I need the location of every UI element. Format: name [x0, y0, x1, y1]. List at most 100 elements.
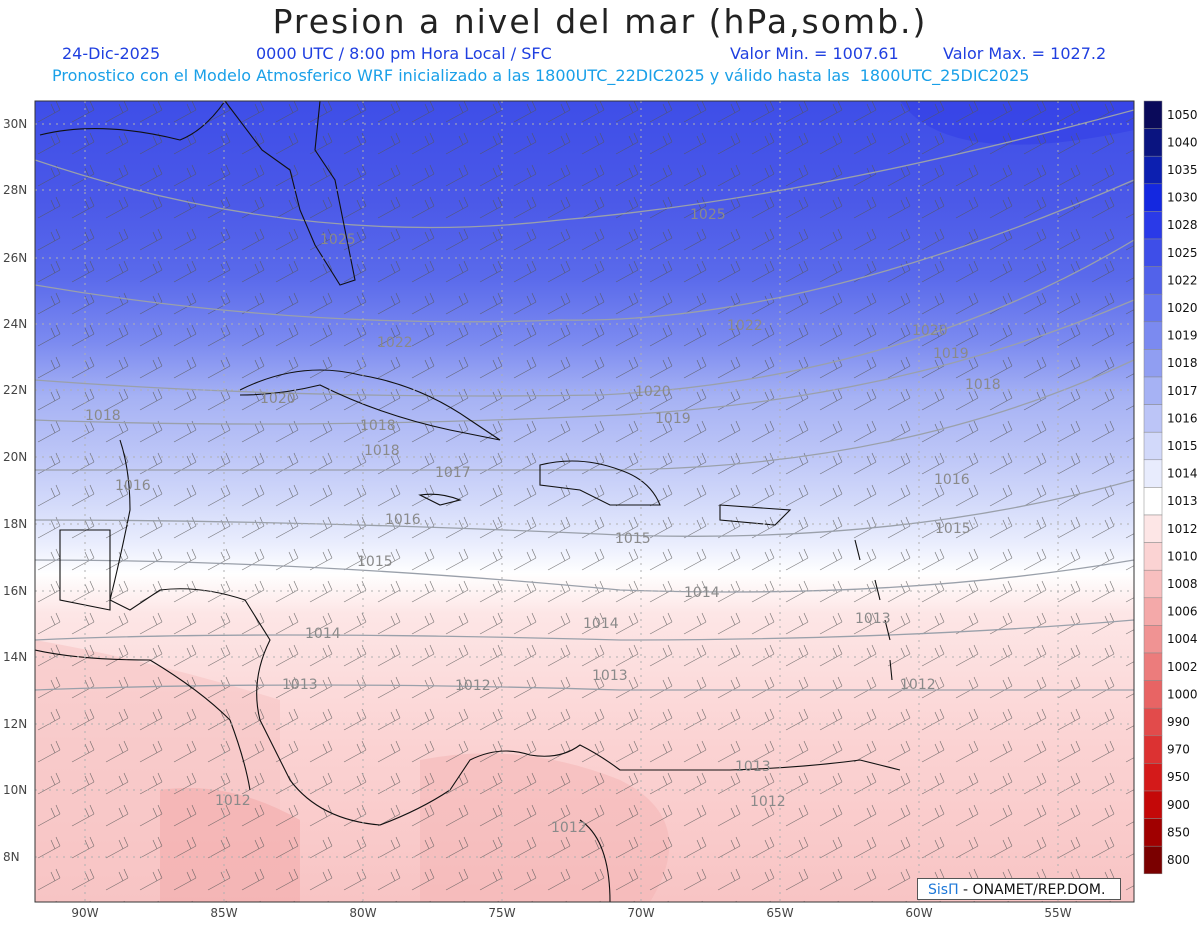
lon-tick-label: 55W	[1044, 906, 1071, 920]
isobar-label: 1018	[360, 418, 396, 434]
isobar-label: 1016	[385, 512, 421, 528]
lon-tick-label: 70W	[627, 906, 654, 920]
colorbar-label: 1020	[1167, 301, 1198, 315]
isobar-label: 1012	[551, 820, 587, 836]
isobar-label: 1013	[735, 759, 771, 775]
credit-text: - ONAMET/REP.DOM.	[958, 882, 1106, 898]
isobar-label: 1014	[305, 626, 341, 642]
colorbar-label: 1000	[1167, 687, 1198, 701]
lat-tick-label: 20N	[3, 450, 27, 464]
colorbar-label: 800	[1167, 853, 1190, 867]
lon-tick-label: 65W	[766, 906, 793, 920]
colorbar-swatch	[1143, 514, 1163, 543]
lon-tick-label: 85W	[210, 906, 237, 920]
isobar-label: 1018	[85, 408, 121, 424]
min-value: Valor Min. = 1007.61	[730, 44, 899, 63]
colorbar-swatch	[1143, 293, 1163, 323]
colorbar-swatch	[1143, 431, 1163, 461]
lat-tick-label: 10N	[3, 783, 27, 797]
colorbar-label: 950	[1167, 770, 1190, 784]
colorbar-swatch	[1143, 487, 1163, 516]
pressure-map: 1025 1025 1022 1022 1020 1020 1020 1019 1019 1018…	[3, 100, 1198, 920]
lat-tick-label: 18N	[3, 517, 27, 531]
max-value: Valor Max. = 1027.2	[943, 44, 1107, 63]
colorbar-label: 1018	[1167, 356, 1198, 370]
colorbar-label: 1016	[1167, 411, 1198, 425]
lat-tick-label: 22N	[3, 383, 27, 397]
grid-lines	[35, 101, 1134, 902]
isobar-label: 1025	[320, 232, 356, 248]
colorbar-swatch	[1143, 349, 1163, 378]
colorbar-swatch	[1143, 376, 1163, 405]
contour-labels: 1025 1025 1022 1022 1020 1020 1020 1019 1019 1018…	[85, 207, 1001, 836]
isobar-label: 1018	[965, 377, 1001, 393]
isobar-label: 1022	[727, 318, 763, 334]
colorbar-swatch	[1143, 680, 1163, 709]
colorbar-swatch	[1143, 211, 1163, 240]
lon-tick-label: 60W	[905, 906, 932, 920]
lat-tick-label: 16N	[3, 584, 27, 598]
colorbar-label: 1050	[1167, 108, 1198, 122]
isobars	[35, 109, 1134, 691]
coastlines	[35, 101, 901, 902]
isobar-label: 1013	[855, 611, 891, 627]
colorbar-label: 1006	[1167, 605, 1198, 619]
isobar-label: 1012	[900, 677, 936, 693]
colorbar-swatch	[1143, 707, 1163, 737]
colorbar-label: 1030	[1167, 191, 1198, 205]
latitude-axis: 30N 28N 26N 24N 22N 20N 18N 16N 14N 12N 10N 8N	[3, 117, 27, 864]
lat-tick-label: 30N	[3, 117, 27, 131]
lat-tick-label: 14N	[3, 650, 27, 664]
colorbar-swatch	[1143, 459, 1163, 488]
colorbar-swatch	[1143, 404, 1163, 433]
isobar-label: 1017	[435, 465, 471, 481]
isobar-label: 1012	[455, 678, 491, 694]
colorbar-label: 1013	[1167, 494, 1198, 508]
lat-tick-label: 12N	[3, 717, 27, 731]
colorbar-swatch	[1143, 845, 1163, 875]
colorbar-swatch	[1143, 763, 1163, 792]
colorbar-label: 1025	[1167, 246, 1198, 260]
colorbar-label: 850	[1167, 825, 1190, 839]
isobar-label: 1020	[635, 384, 671, 400]
colorbar-label: 990	[1167, 715, 1190, 729]
colorbar-swatch	[1143, 597, 1163, 626]
isobar-label: 1012	[750, 794, 786, 810]
isobar-label: 1014	[684, 585, 720, 601]
colorbar-swatch	[1143, 542, 1163, 571]
isobar-label: 1025	[690, 207, 726, 223]
isobar-label: 1014	[583, 616, 619, 632]
isobar-label: 1019	[655, 411, 691, 427]
colorbar-label: 900	[1167, 798, 1190, 812]
wind-barbs	[35, 101, 1134, 902]
forecast-subtitle: Pronostico con el Modelo Atmosferico WRF…	[52, 66, 1030, 85]
colorbar-label: 1012	[1167, 522, 1198, 536]
colorbar-swatch	[1143, 321, 1163, 350]
colorbar-swatch	[1143, 652, 1163, 681]
colorbar-label: 1028	[1167, 218, 1198, 232]
map-title: Presion a nivel del mar (hPa,somb.)	[272, 2, 928, 41]
isobar-label: 1016	[934, 472, 970, 488]
colorbar-label: 1015	[1167, 439, 1198, 453]
colorbar-swatch	[1143, 735, 1163, 764]
lat-tick-label: 26N	[3, 251, 27, 265]
colorbar-swatch	[1143, 100, 1163, 129]
isobar-label: 1015	[615, 531, 651, 547]
colorbar-label: 1002	[1167, 660, 1198, 674]
isobar-label: 1019	[933, 346, 969, 362]
isobar-label: 1015	[935, 521, 971, 537]
isobar-label: 1012	[215, 793, 251, 809]
isobar-label: 1016	[115, 478, 151, 494]
lat-tick-label: 8N	[3, 850, 20, 864]
colorbar-label: 970	[1167, 743, 1190, 757]
colorbar-swatch	[1143, 818, 1163, 847]
colorbar-swatch	[1143, 128, 1163, 157]
map-frame	[34, 100, 1135, 903]
lon-tick-label: 80W	[349, 906, 376, 920]
isobar-label: 1020	[260, 391, 296, 407]
sispi-logo: SisΠ	[928, 882, 959, 898]
colorbar-label: 1017	[1167, 384, 1198, 398]
colorbar-swatch	[1143, 183, 1163, 212]
colorbar-label: 1040	[1167, 135, 1198, 149]
isobar-label: 1013	[592, 668, 628, 684]
